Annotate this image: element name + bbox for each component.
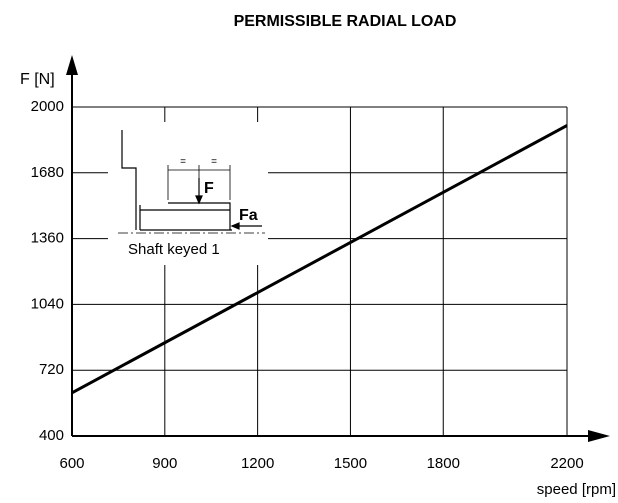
y-tick-label: 1680	[31, 164, 64, 181]
x-axis-label: speed [rpm]	[537, 481, 616, 498]
x-tick-label: 1500	[334, 455, 367, 472]
x-axis-arrow	[588, 430, 610, 442]
y-tick-label: 720	[39, 361, 64, 378]
x-tick-label: 1200	[241, 455, 274, 472]
y-axis-label: F [N]	[20, 71, 55, 88]
y-tick-label: 1360	[31, 230, 64, 247]
y-axis-arrow	[66, 55, 78, 75]
inset-diagram	[118, 130, 265, 234]
annotation: =	[180, 157, 186, 168]
shaft-outline	[121, 130, 137, 230]
axial-arrow-head	[230, 222, 240, 230]
y-tick-label: 400	[39, 427, 64, 444]
annotation: F	[204, 180, 214, 197]
x-tick-label: 900	[152, 455, 177, 472]
inset-background	[108, 122, 268, 265]
x-tick-label: 600	[59, 455, 84, 472]
force-arrow-head	[195, 195, 203, 205]
shaft-body	[139, 202, 232, 231]
chart-title: PERMISSIBLE RADIAL LOAD	[234, 13, 457, 30]
x-tick-label: 2200	[550, 455, 583, 472]
annotation: Fa	[239, 207, 258, 224]
y-tick-label: 1040	[31, 295, 64, 312]
data-line	[71, 124, 568, 395]
y-tick-label: 2000	[31, 98, 64, 115]
annotation: =	[211, 157, 217, 168]
x-tick-label: 1800	[427, 455, 460, 472]
legend-label: Shaft keyed 1	[128, 241, 220, 258]
